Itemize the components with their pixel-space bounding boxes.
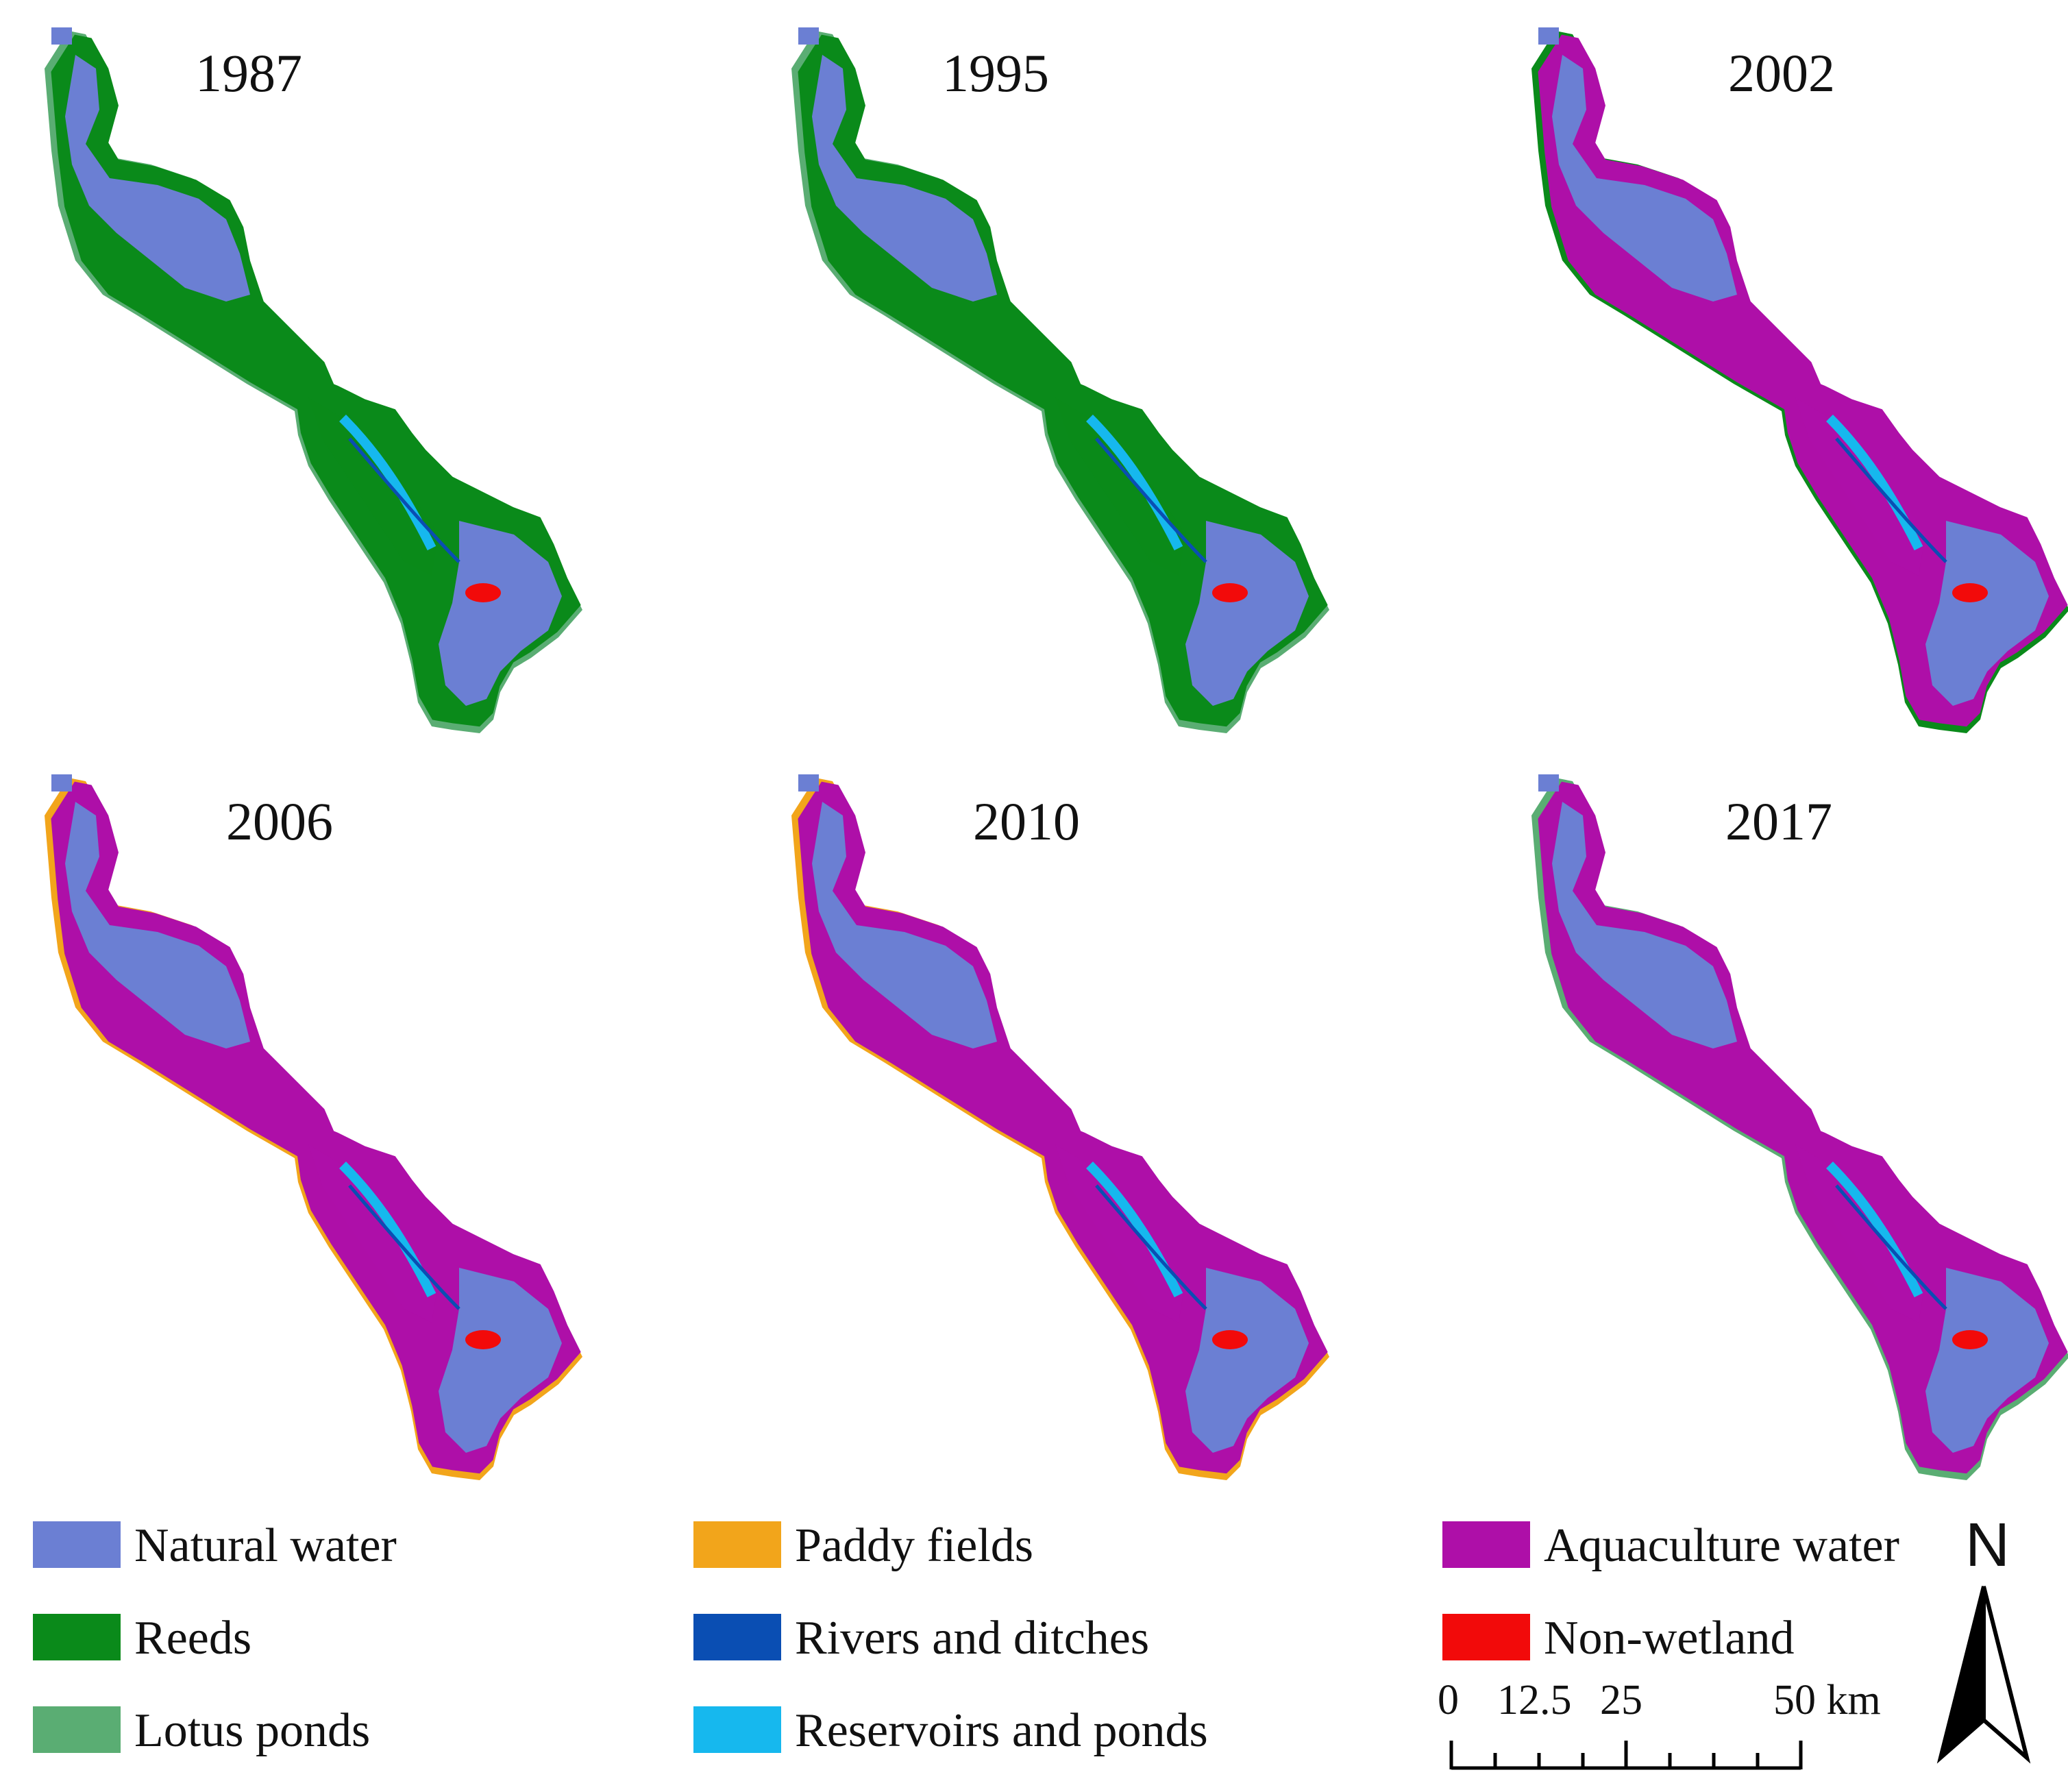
wetland-class-region (308, 1144, 439, 1323)
legend-swatch (693, 1706, 781, 1753)
wetland-class-region (1055, 397, 1185, 576)
map-panel-2: 1995 (767, 14, 1453, 761)
legend-swatch (33, 1706, 121, 1753)
legend-swatch (693, 1521, 781, 1568)
non-wetland-patch (1212, 583, 1248, 602)
reservoir-strip (1086, 415, 1183, 551)
natural-water-region (65, 802, 250, 1048)
river-line (1095, 437, 1207, 563)
reservoir-strip (1826, 1162, 1923, 1298)
natural-water-region (1552, 802, 1737, 1048)
scale-tick-label: 25 (1600, 1677, 1642, 1723)
non-wetland-patch (1952, 1330, 1988, 1349)
natural-water-region (1552, 55, 1737, 302)
wetland-map (1531, 774, 2068, 1480)
non-wetland-patch (465, 583, 501, 602)
legend-label: Paddy fields (795, 1519, 1034, 1572)
natural-water-region (1925, 1268, 2049, 1453)
reservoir-strip (1826, 415, 1923, 551)
natural-water-region (1538, 774, 1559, 791)
map-panel-3: 2002 (1507, 14, 2068, 761)
scale-tick-label: 50 km (1773, 1677, 1881, 1723)
non-wetland-patch (465, 1330, 501, 1349)
natural-water-region (1538, 27, 1559, 45)
non-wetland-patch (1952, 583, 1988, 602)
map-panel-1: 1987 (21, 14, 706, 761)
river-line (348, 437, 460, 563)
natural-water-region (1185, 1268, 1309, 1453)
natural-water-region (65, 55, 250, 302)
north-arrow-icon (1936, 1586, 2031, 1764)
natural-water-region (439, 521, 562, 706)
legend-label: Aquaculture water (1544, 1519, 1899, 1572)
natural-water-region (51, 27, 72, 45)
map-year-label: 1995 (942, 43, 1049, 103)
legend-label: Lotus ponds (134, 1704, 371, 1757)
map-panel-4: 2006 (21, 761, 706, 1508)
wetland-class-region (1795, 397, 1925, 576)
wetland-class-region (1055, 1144, 1185, 1323)
river-line (1095, 1184, 1207, 1310)
map-year-label: 2002 (1728, 43, 1835, 103)
wetland-class-region (1795, 1144, 1925, 1323)
scale-bar (1449, 1741, 1803, 1770)
reservoir-strip (339, 415, 436, 551)
natural-water-region (812, 55, 997, 302)
legend-label: Natural water (134, 1519, 397, 1572)
map-panel-5: 2010 (767, 761, 1453, 1508)
natural-water-region (798, 27, 819, 45)
legend-swatch (1442, 1614, 1530, 1660)
north-arrow-label: N (1965, 1511, 2010, 1580)
wetland-map (45, 27, 582, 733)
legend-swatch (33, 1521, 121, 1568)
legend-swatch (33, 1614, 121, 1660)
natural-water-region (1925, 521, 2049, 706)
river-line (1835, 1184, 1947, 1310)
wetland-map (45, 774, 582, 1480)
map-year-label: 2017 (1725, 791, 1832, 851)
natural-water-region (51, 774, 72, 791)
scale-tick-label: 12.5 (1497, 1677, 1572, 1723)
legend-label: Rivers and ditches (795, 1612, 1150, 1665)
legend-label: Non-wetland (1544, 1612, 1795, 1665)
natural-water-region (1185, 521, 1309, 706)
natural-water-region (439, 1268, 562, 1453)
reservoir-strip (1086, 1162, 1183, 1298)
map-year-label: 1987 (195, 43, 302, 103)
natural-water-region (798, 774, 819, 791)
scale-tick-label: 0 (1438, 1677, 1459, 1723)
wetland-class-region (308, 397, 439, 576)
river-line (1835, 437, 1947, 563)
river-line (348, 1184, 460, 1310)
legend-swatch (1442, 1521, 1530, 1568)
legend-label: Reeds (134, 1612, 252, 1665)
wetland-map (1531, 27, 2068, 733)
wetland-map (791, 27, 1329, 733)
wetland-map (791, 774, 1329, 1480)
reservoir-strip (339, 1162, 436, 1298)
natural-water-region (812, 802, 997, 1048)
map-year-label: 2010 (973, 791, 1080, 851)
legend-label: Reservoirs and ponds (795, 1704, 1208, 1757)
non-wetland-patch (1212, 1330, 1248, 1349)
map-year-label: 2006 (226, 791, 333, 851)
legend-swatch (693, 1614, 781, 1660)
map-panel-6: 2017 (1507, 761, 2068, 1508)
